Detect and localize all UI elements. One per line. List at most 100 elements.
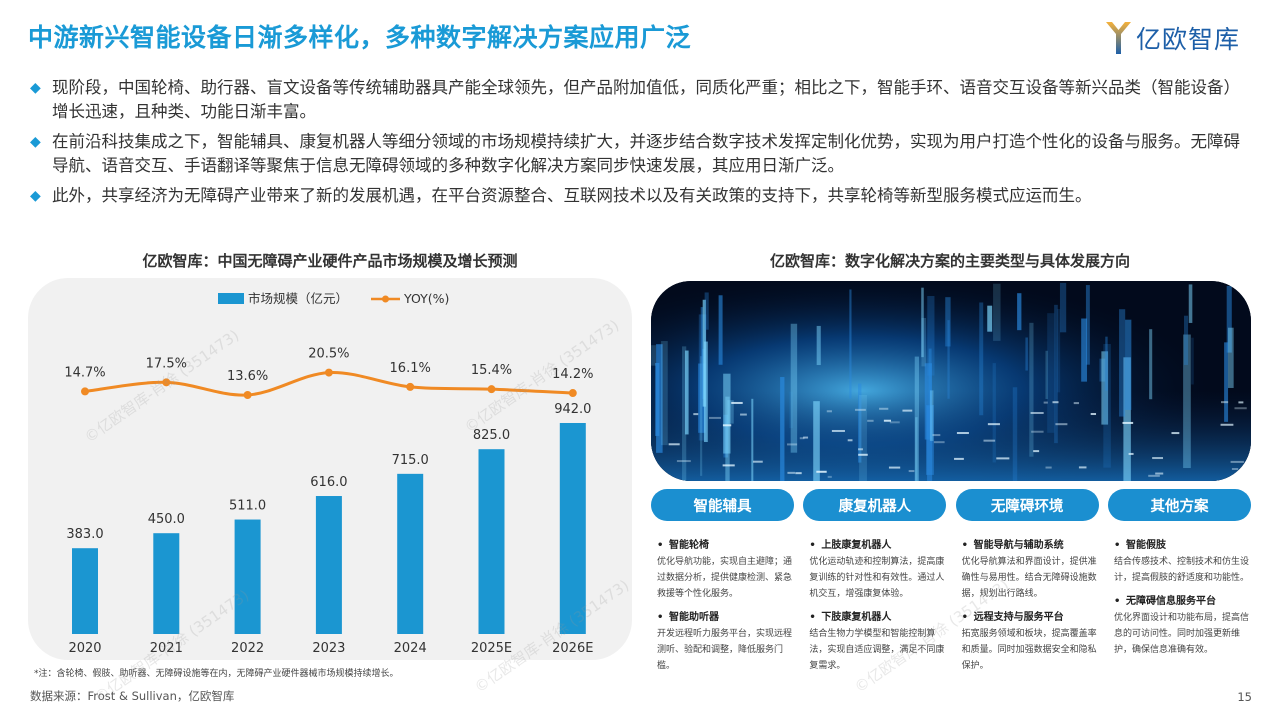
solution-item: • 无障碍信息服务平台 优化界面设计和功能布局，提高信息的可访问性。同时加强更新维… bbox=[1108, 594, 1251, 658]
bar-value-label: 825.0 bbox=[473, 428, 510, 443]
x-tick-label: 2021 bbox=[150, 641, 183, 656]
dot-bullet-icon: • bbox=[961, 540, 969, 551]
yoy-point bbox=[324, 368, 333, 377]
bar bbox=[72, 548, 98, 634]
page-number: 15 bbox=[1237, 690, 1252, 704]
bar bbox=[315, 496, 342, 634]
solution-column: • 智能轮椅 优化导航功能，实现自主避障；通过数据分析，提供健康检测、紧急救援等个… bbox=[651, 538, 794, 682]
bullet-item: ◆ 此外，共享经济为无障碍产业带来了新的发展机遇，在平台资源整合、互联网技术以及… bbox=[30, 184, 1255, 208]
category-accessible-environment: 无障碍环境 bbox=[955, 489, 1099, 521]
dot-bullet-icon: • bbox=[1113, 596, 1121, 607]
digital-tech-image bbox=[651, 281, 1251, 481]
page-title: 中游新兴智能设备日渐多样化，多种数字解决方案应用广泛 bbox=[28, 23, 692, 52]
yoy-point bbox=[568, 389, 577, 398]
solution-item: • 下肢康复机器人 结合生物力学模型和智能控制算法，实现自适应调整，满足不同康复需… bbox=[803, 610, 946, 674]
legend-line-marker bbox=[382, 295, 389, 303]
solution-column: • 上肢康复机器人 优化运动轨迹和控制算法，提高康复训练的针对性和有效性。通过人机… bbox=[803, 538, 946, 682]
category-smart-aids: 智能辅具 bbox=[651, 489, 794, 521]
data-source: 数据来源：Frost & Sullivan，亿欧智库 bbox=[30, 689, 235, 703]
legend-line-label: YOY(%) bbox=[403, 291, 449, 306]
solution-item-title: 智能轮椅 bbox=[669, 540, 709, 551]
solution-item: • 智能假肢 结合传感技术、控制技术和仿生设计，提高假肢的舒适度和功能性。 bbox=[1108, 538, 1251, 586]
bar bbox=[478, 449, 505, 634]
solution-item: • 上肢康复机器人 优化运动轨迹和控制算法，提高康复训练的针对性和有效性。通过人机… bbox=[803, 538, 946, 602]
market-size-chart: 市场规模（亿元） YOY(%) 383.0 2020 450.0 2021 511.0 202… bbox=[64, 291, 593, 656]
solution-column: • 智能假肢 结合传感技术、控制技术和仿生设计，提高假肢的舒适度和功能性。 • 无障… bbox=[1108, 538, 1251, 682]
solution-item: • 远程支持与服务平台 拓宽服务领域和板块，提高覆盖率和质量。同时加强数据安全和隐… bbox=[956, 610, 1099, 674]
bullet-text: 现阶段，中国轮椅、助行器、盲文设备等传统辅助器具产能全球领先，但产品附加值低，同… bbox=[52, 78, 1240, 121]
yoy-point bbox=[406, 382, 415, 391]
x-tick-label: 2024 bbox=[394, 641, 427, 656]
yoy-value-label: 20.5% bbox=[308, 347, 349, 362]
solution-column: • 智能导航与辅助系统 优化导航算法和界面设计，提供准确性与易用性。结合无障碍设施… bbox=[956, 538, 1099, 682]
yoy-value-label: 15.4% bbox=[471, 363, 512, 378]
category-rehab-robots: 康复机器人 bbox=[803, 489, 947, 521]
solution-item-title: 下肢康复机器人 bbox=[821, 612, 892, 623]
solution-item-title: 智能导航与辅助系统 bbox=[973, 540, 1064, 551]
brand-logo-text: 亿欧智库 bbox=[1135, 25, 1240, 54]
dot-bullet-icon: • bbox=[809, 612, 816, 623]
yoy-value-label: 16.1% bbox=[390, 361, 431, 376]
solution-item-title: 智能假肢 bbox=[1125, 540, 1166, 551]
yoy-value-label: 17.5% bbox=[146, 356, 187, 371]
dot-bullet-icon: • bbox=[961, 612, 969, 623]
bar-value-label: 715.0 bbox=[392, 453, 429, 468]
brand-logo-icon bbox=[1105, 22, 1131, 54]
dot-bullet-icon: • bbox=[809, 540, 816, 551]
bar-value-label: 383.0 bbox=[66, 527, 103, 542]
solution-item-desc: 结合生物力学模型和智能控制算法，实现自适应调整，满足不同康复需求。 bbox=[809, 629, 945, 671]
bullet-text: 在前沿科技集成之下，智能辅具、康复机器人等细分领域的市场规模持续扩大，并逐步结合… bbox=[52, 132, 1240, 175]
solution-item-desc: 结合传感技术、控制技术和仿生设计，提高假肢的舒适度和功能性。 bbox=[1113, 557, 1249, 583]
solution-item-desc: 优化界面设计和功能布局，提高信息的可访问性。同时加强更新维护，确保信息准确有效。 bbox=[1113, 613, 1249, 655]
bar-value-label: 450.0 bbox=[148, 512, 185, 527]
x-tick-label: 2025E bbox=[471, 641, 512, 656]
bar-value-label: 942.0 bbox=[554, 402, 591, 417]
x-tick-label: 2020 bbox=[68, 641, 101, 656]
dot-bullet-icon: • bbox=[1113, 540, 1121, 551]
solution-item-title: 上肢康复机器人 bbox=[821, 540, 892, 551]
category-tabs: 智能辅具 康复机器人 无障碍环境 其他方案 bbox=[651, 489, 1251, 521]
bar bbox=[234, 519, 261, 634]
yoy-point bbox=[487, 385, 496, 394]
digital-light-graphic bbox=[651, 281, 1251, 481]
yoy-point bbox=[81, 387, 89, 396]
solution-item-desc: 开发远程听力服务平台，实现远程测听、验配和调整，降低服务门槛。 bbox=[657, 629, 793, 671]
solution-item-title: 智能助听器 bbox=[669, 612, 719, 623]
chart-panel: 市场规模（亿元） YOY(%) 383.0 2020 450.0 2021 511.0 202… bbox=[28, 278, 632, 660]
solution-item-desc: 优化导航算法和界面设计，提供准确性与易用性。结合无障碍设施数据，规划出行路线。 bbox=[961, 557, 1097, 599]
dot-bullet-icon: • bbox=[657, 612, 664, 623]
yoy-value-label: 14.7% bbox=[64, 365, 105, 380]
bar bbox=[397, 473, 424, 634]
chart-title: 亿欧智库：中国无障碍产业硬件产品市场规模及增长预测 bbox=[142, 252, 518, 270]
solution-item-desc: 优化运动轨迹和控制算法，提高康复训练的针对性和有效性。通过人机交互，增强康复体验… bbox=[809, 557, 945, 599]
bullet-item: ◆ 现阶段，中国轮椅、助行器、盲文设备等传统辅助器具产能全球领先，但产品附加值低… bbox=[30, 76, 1255, 124]
solution-item-title: 远程支持与服务平台 bbox=[973, 612, 1064, 623]
solution-item: • 智能导航与辅助系统 优化导航算法和界面设计，提供准确性与易用性。结合无障碍设施… bbox=[956, 538, 1099, 602]
solution-item: • 智能助听器 开发远程听力服务平台，实现远程测听、验配和调整，降低服务门槛。 bbox=[651, 610, 794, 674]
yoy-point bbox=[243, 391, 252, 399]
solution-columns: • 智能轮椅 优化导航功能，实现自主避障；通过数据分析，提供健康检测、紧急救援等个… bbox=[651, 538, 1251, 682]
bar-value-label: 511.0 bbox=[229, 499, 266, 514]
brand-logo: 亿欧智库 bbox=[1104, 16, 1240, 60]
yoy-point bbox=[162, 378, 171, 387]
bullet-list: ◆ 现阶段，中国轮椅、助行器、盲文设备等传统辅助器具产能全球领先，但产品附加值低… bbox=[30, 76, 1255, 214]
solution-item-desc: 拓宽服务领域和板块，提高覆盖率和质量。同时加强数据安全和隐私保护。 bbox=[961, 629, 1097, 671]
yoy-value-label: 13.6% bbox=[227, 369, 268, 384]
bar bbox=[153, 533, 180, 634]
bullet-text: 此外，共享经济为无障碍产业带来了新的发展机遇，在平台资源整合、互联网技术以及有关… bbox=[52, 186, 1092, 205]
panel-title: 亿欧智库：数字化解决方案的主要类型与具体发展方向 bbox=[769, 252, 1130, 270]
solution-item: • 智能轮椅 优化导航功能，实现自主避障；通过数据分析，提供健康检测、紧急救援等个… bbox=[651, 538, 794, 602]
x-tick-label: 2026E bbox=[552, 641, 593, 656]
diamond-bullet-icon: ◆ bbox=[30, 188, 41, 204]
bar-value-label: 616.0 bbox=[310, 475, 347, 490]
category-other-solutions: 其他方案 bbox=[1107, 489, 1251, 521]
chart-footnote: *注：含轮椅、假肢、助听器、无障碍设施等在内，无障碍产业硬件器械市场规模持续增长… bbox=[34, 669, 399, 679]
legend-bar-swatch bbox=[218, 293, 244, 304]
diamond-bullet-icon: ◆ bbox=[30, 80, 41, 96]
diamond-bullet-icon: ◆ bbox=[30, 134, 41, 150]
legend-bar-label: 市场规模（亿元） bbox=[248, 291, 348, 306]
solution-item-title: 无障碍信息服务平台 bbox=[1125, 596, 1216, 607]
x-tick-label: 2022 bbox=[231, 641, 264, 656]
bar bbox=[559, 422, 586, 634]
solution-item-desc: 优化导航功能，实现自主避障；通过数据分析，提供健康检测、紧急救援等个性化服务。 bbox=[657, 557, 793, 599]
